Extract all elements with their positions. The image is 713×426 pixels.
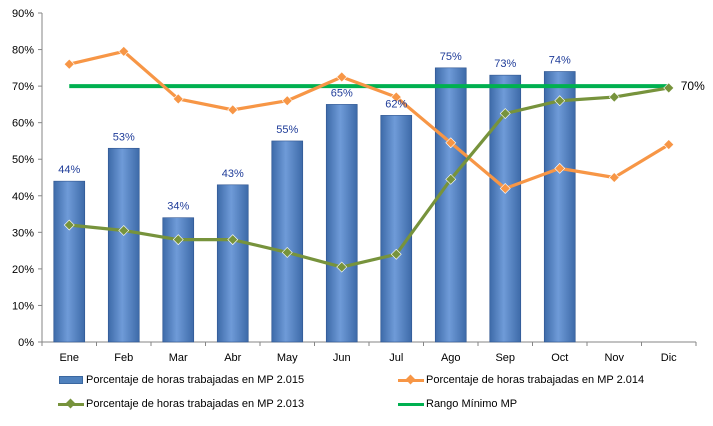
y-tick-label: 20% [12, 264, 34, 276]
bar [434, 67, 467, 343]
y-tick-label: 40% [12, 191, 34, 203]
x-tick-label: Jun [333, 352, 351, 364]
series-marker-1 [554, 162, 566, 174]
x-tick-label: Dic [661, 352, 677, 364]
y-tick-label: 0% [18, 337, 34, 349]
y-axis: 0% 10% 20% 30% 40% 50% 60% 70% 80% 90% [12, 8, 43, 349]
y-tick-label: 60% [12, 118, 34, 130]
bar [53, 180, 86, 343]
bar-data-label: 55% [276, 124, 298, 136]
bar-data-label: 73% [494, 58, 516, 70]
series-marker-2 [281, 247, 293, 258]
series-marker-2 [554, 95, 566, 107]
legend-item-2013: Porcentaje de horas trabajadas en MP 2.0… [58, 398, 304, 410]
bar-data-label: 43% [222, 168, 244, 180]
x-tick-label: Nov [604, 352, 624, 364]
x-tick-label: Mar [169, 352, 188, 364]
series-marker-2 [118, 225, 130, 236]
series-marker-2 [445, 173, 457, 185]
series-marker-2 [390, 248, 402, 260]
legend-label-rango: Rango Mínimo MP [426, 398, 518, 410]
series-marker-1 [227, 104, 239, 116]
x-tick-label: Feb [114, 352, 133, 364]
series-line-1 [68, 49, 670, 191]
legend-key-line-2014 [398, 374, 424, 386]
legend-key-bar-2015 [58, 374, 84, 386]
bar [271, 140, 304, 343]
bar [489, 74, 522, 343]
series-marker-1 [499, 183, 511, 194]
bar [543, 71, 576, 343]
bar-data-label: 34% [167, 201, 189, 213]
x-tick-label: May [277, 352, 298, 364]
series-marker-1 [390, 91, 402, 103]
series-marker-2 [608, 91, 620, 103]
series-marker-1 [608, 172, 620, 183]
y-tick-label: 10% [12, 300, 34, 312]
series-marker-2 [172, 234, 184, 246]
series-marker-1 [281, 95, 293, 107]
y-tick-label: 70% [12, 81, 34, 93]
series-marker-2 [63, 219, 75, 231]
legend-key-line-rango [398, 398, 424, 410]
y-tick-label: 50% [12, 154, 34, 166]
series-marker-1 [118, 45, 130, 57]
data-labels: 44% 53% 34% 43% 55% 65% 62% 75% 73% 74% [58, 51, 571, 213]
y-tick-label: 90% [12, 8, 34, 20]
series-marker-2 [227, 234, 239, 246]
series-marker-1 [663, 139, 675, 151]
y-tick-label: 30% [12, 227, 34, 239]
bar-data-label: 65% [331, 87, 353, 99]
legend-label-2013: Porcentaje de horas trabajadas en MP 2.0… [86, 398, 305, 410]
x-tick-label: Ago [441, 352, 461, 364]
x-tick-label: Abr [224, 352, 241, 364]
bar [216, 184, 249, 343]
series-marker-2 [499, 108, 511, 119]
bar-data-label: 74% [549, 54, 571, 66]
series-line-2 [69, 86, 670, 269]
x-tick-label: Ene [59, 352, 79, 364]
series-marker-2 [336, 261, 348, 273]
legend-label-2015: Porcentaje de horas trabajadas en MP 2.0… [86, 374, 305, 386]
legend-item-2014: Porcentaje de horas trabajadas en MP 2.0… [398, 374, 644, 386]
bar [325, 104, 358, 343]
x-tick-label: Oct [551, 352, 568, 364]
legend-item-2015: Porcentaje de horas trabajadas en MP 2.0… [58, 374, 304, 386]
bar [107, 147, 140, 343]
y-tick-label: 80% [12, 45, 34, 57]
series-marker-1 [336, 71, 348, 83]
bar-data-label: 75% [440, 51, 462, 63]
legend-key-line-2013 [58, 398, 84, 410]
series-marker-1 [445, 137, 457, 149]
series-marker-1 [63, 58, 75, 70]
x-axis: Ene Feb Mar Abr May Jun Jul Ago Sep Oct Nov Dic [41, 341, 697, 364]
bar-data-label: 62% [385, 98, 407, 110]
legend-item-rango: Rango Mínimo MP [398, 398, 517, 410]
bar-data-label: 53% [113, 131, 135, 143]
x-tick-label: Jul [389, 352, 403, 364]
bar-data-label: 44% [58, 164, 80, 176]
reference-end-label: 70% [681, 79, 705, 93]
x-tick-label: Sep [495, 352, 515, 364]
bar-series-2015 [53, 67, 576, 343]
bar [380, 115, 413, 343]
line-series [63, 45, 675, 273]
series-marker-1 [172, 93, 184, 105]
series-marker-2 [663, 82, 675, 94]
legend-label-2014: Porcentaje de horas trabajadas en MP 2.0… [426, 374, 645, 386]
